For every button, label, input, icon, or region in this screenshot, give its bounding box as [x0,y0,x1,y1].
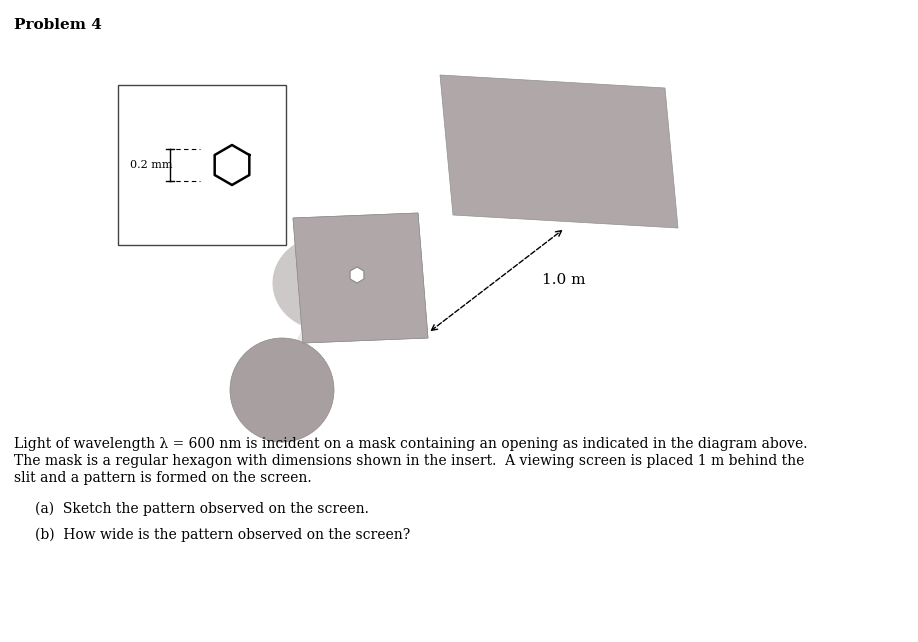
Text: Problem 4: Problem 4 [14,18,102,32]
Text: The mask is a regular hexagon with dimensions shown in the insert.  A viewing sc: The mask is a regular hexagon with dimen… [14,454,804,468]
Polygon shape [350,267,364,283]
Text: 0.2 mm: 0.2 mm [130,160,173,170]
Polygon shape [293,213,428,343]
Polygon shape [265,298,323,395]
Text: (a)  Sketch the pattern observed on the screen.: (a) Sketch the pattern observed on the s… [35,502,369,516]
Text: slit and a pattern is formed on the screen.: slit and a pattern is formed on the scre… [14,471,311,485]
Text: (b)  How wide is the pattern observed on the screen?: (b) How wide is the pattern observed on … [35,528,410,542]
Text: Light of wavelength λ = 600 nm is incident on a mask containing an opening as in: Light of wavelength λ = 600 nm is incide… [14,437,808,451]
Circle shape [230,338,334,442]
Text: 1.0 m: 1.0 m [542,273,585,288]
Bar [118,85,286,245]
Polygon shape [293,213,428,343]
Ellipse shape [273,236,377,331]
Polygon shape [440,75,678,228]
